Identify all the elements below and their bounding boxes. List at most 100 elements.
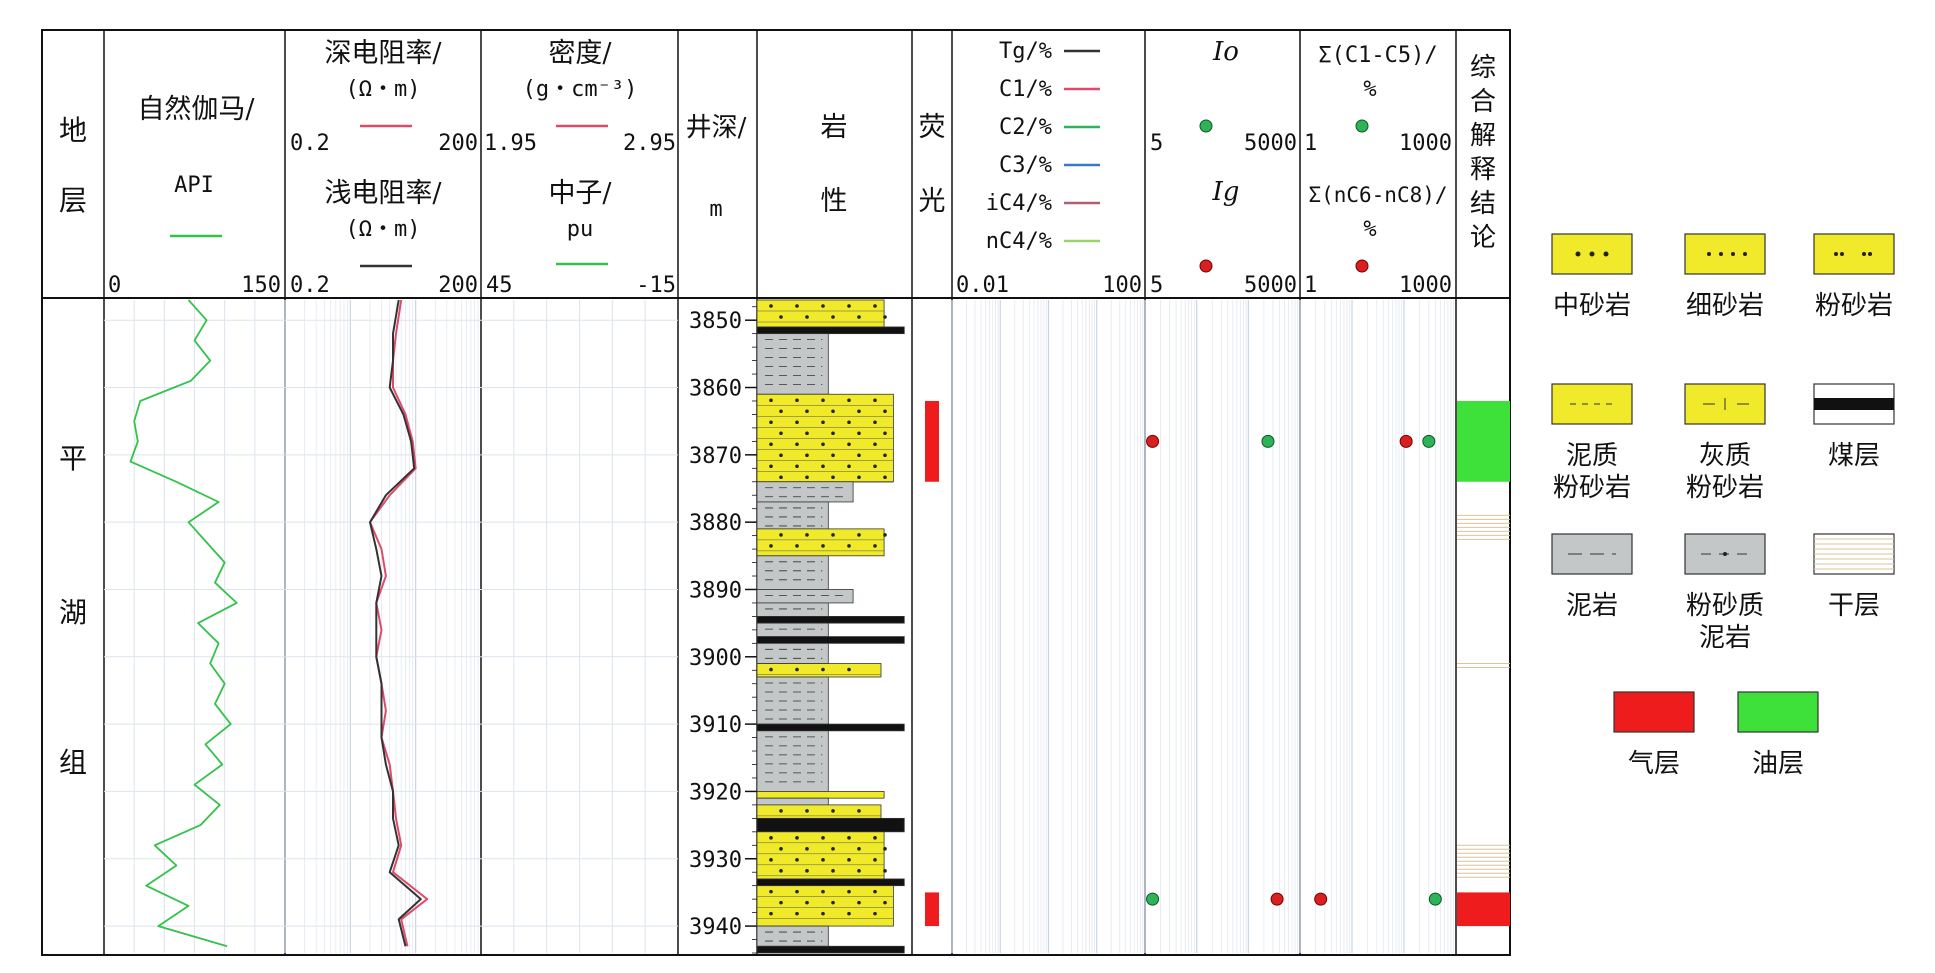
legend-label-sand-medium: 中砂岩 xyxy=(1552,291,1631,321)
deep-res-title: 深电阻率/ xyxy=(324,38,442,69)
den-min: 1.95 xyxy=(484,131,537,156)
lithology-column xyxy=(756,299,905,954)
ig-label: Ig xyxy=(1212,177,1240,207)
lith-dot xyxy=(821,544,825,548)
lith-dot xyxy=(779,900,783,905)
lith-mudstone xyxy=(756,797,829,806)
fluor-header-2: 光 xyxy=(919,186,946,217)
depth-label: 3860 xyxy=(689,377,742,402)
neu-min: 45 xyxy=(486,273,513,298)
neu-title: 中子/ xyxy=(548,178,612,209)
shallow-res-unit: (Ω・m) xyxy=(346,217,421,242)
den-title: 密度/ xyxy=(548,38,612,69)
lith-dot xyxy=(795,304,799,308)
lith-dot xyxy=(795,889,799,894)
shallow-res-max: 200 xyxy=(438,273,478,298)
lith-dot xyxy=(805,900,809,905)
depth-label: 3930 xyxy=(689,848,742,873)
sum-nc6c8-point xyxy=(1399,434,1413,448)
lith-silt xyxy=(756,663,882,678)
interp-header-1: 综 xyxy=(1470,53,1496,83)
lith-dot xyxy=(857,315,861,319)
lith-dot xyxy=(821,304,825,308)
legend-dot xyxy=(1575,251,1581,257)
lith-dot xyxy=(769,836,773,840)
lith-dot xyxy=(873,398,877,403)
lith-dot xyxy=(857,900,861,905)
lith-dot xyxy=(779,869,783,873)
lith-dot xyxy=(795,836,799,840)
lith-dot xyxy=(847,836,851,840)
lith-dot xyxy=(831,475,835,480)
lith-dot xyxy=(779,847,783,851)
lith-sand-fine xyxy=(756,299,885,328)
lith-dot xyxy=(883,847,887,851)
lith-dot xyxy=(847,420,851,425)
lith-coal xyxy=(756,878,905,887)
interpretation-column xyxy=(1457,400,1510,927)
lith-dot xyxy=(857,533,861,537)
lith-silty-mud xyxy=(756,481,854,503)
lith-mudstone xyxy=(756,602,829,617)
lith-mudstone xyxy=(756,642,829,664)
lith-dot xyxy=(873,911,877,916)
io-min: 5 xyxy=(1150,131,1163,156)
shallow-res-curve xyxy=(369,299,422,947)
lith-dot xyxy=(795,442,799,447)
lith-dot xyxy=(805,869,809,873)
legend-swatch-sand-fine xyxy=(1684,233,1766,275)
legend-swatch-silt xyxy=(1813,233,1895,275)
lith-dot xyxy=(873,442,877,447)
lith-dot xyxy=(769,304,773,308)
io-point xyxy=(1261,434,1275,448)
lith-dot xyxy=(795,420,799,425)
neu-unit: pu xyxy=(567,217,594,242)
lith-mudstone xyxy=(756,622,829,637)
legend-dot xyxy=(1840,252,1844,256)
depth-label: 3940 xyxy=(689,915,742,940)
lith-dot xyxy=(847,858,851,862)
lith-dot xyxy=(779,475,783,480)
interp-gas xyxy=(1457,892,1510,927)
sum-a-label: Σ(C1-C5)/ xyxy=(1318,43,1437,68)
lith-dot xyxy=(821,836,825,840)
fluor-header-1: 荧 xyxy=(919,112,946,143)
lith-dot xyxy=(883,869,887,873)
lith-silty-mud xyxy=(756,589,854,604)
lith-dot xyxy=(795,464,799,469)
chart-frame xyxy=(41,29,1511,956)
lith-dot xyxy=(847,398,851,403)
sum-b-legend-dot xyxy=(1355,259,1369,273)
gas-item-label: C1/% xyxy=(999,77,1052,102)
lith-dot xyxy=(873,420,877,425)
gr-curve xyxy=(129,299,238,948)
lith-dot xyxy=(805,431,809,436)
lith-dot xyxy=(805,847,809,851)
lith-dot xyxy=(795,667,799,672)
gas-item-label: iC4/% xyxy=(986,191,1052,216)
legend-label-coal: 煤层 xyxy=(1827,441,1880,471)
lith-dot xyxy=(821,858,825,862)
legend-label-silt: 粉砂岩 xyxy=(1814,291,1893,321)
lith-silt xyxy=(756,804,882,819)
lith-coal xyxy=(756,616,905,624)
lith-header-2: 性 xyxy=(821,186,848,217)
lith-dot xyxy=(779,409,783,414)
depth-label: 3880 xyxy=(689,511,742,536)
legend-label-calc-silt: 灰质 粉砂岩 xyxy=(1685,441,1764,503)
gas-item-label: C2/% xyxy=(999,115,1052,140)
depth-label: 3900 xyxy=(689,646,742,671)
sum-c1c5-point xyxy=(1422,434,1436,448)
lith-dot xyxy=(847,442,851,447)
gas-item-label: C3/% xyxy=(999,153,1052,178)
io-max: 5000 xyxy=(1244,131,1297,156)
lith-dot xyxy=(795,911,799,916)
legend-swatch-shaly-silt xyxy=(1551,383,1633,425)
formation-name-2: 湖 xyxy=(59,596,87,629)
gas-item-label: nC4/% xyxy=(986,229,1052,254)
io-label: Io xyxy=(1212,37,1239,67)
interp-header-3: 解 xyxy=(1470,121,1496,151)
gr-title: 自然伽马/ xyxy=(137,94,255,125)
gas-item-label: Tg/% xyxy=(999,39,1052,64)
